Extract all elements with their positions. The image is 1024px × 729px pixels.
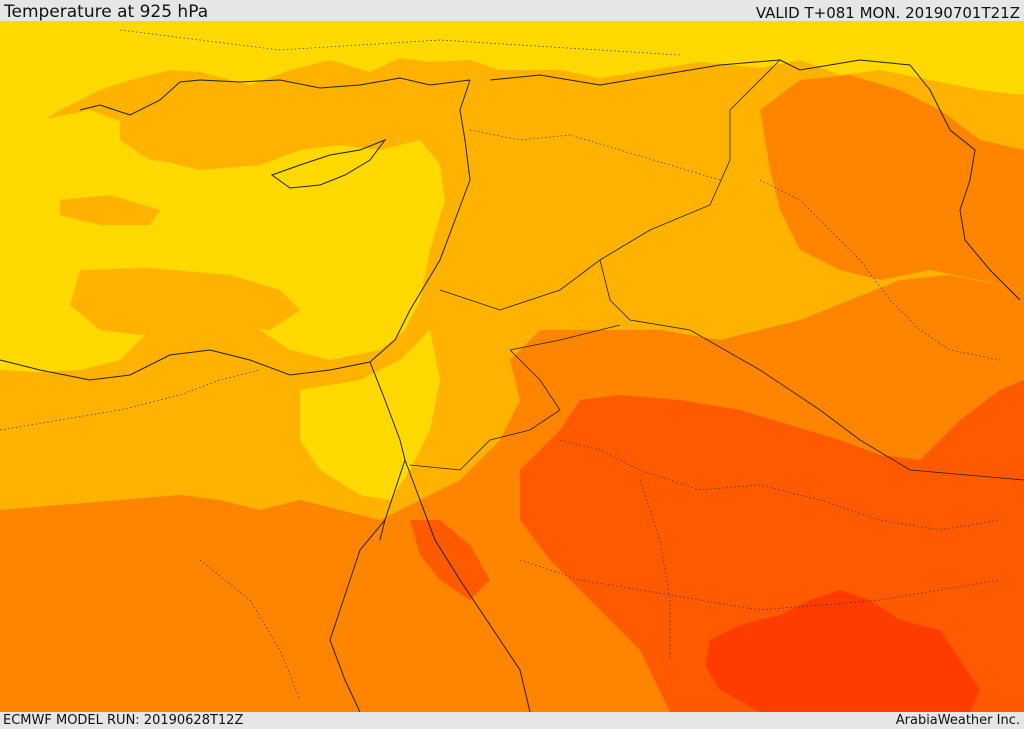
admin-borders (0, 29, 1001, 701)
band-yellow-north (0, 21, 1024, 140)
band-orange-east (760, 75, 1024, 290)
footer-bar: ECMWF MODEL RUN: 20190628T12Z ArabiaWeat… (0, 712, 1024, 729)
band-deep-orange-redsea (410, 520, 490, 600)
band-yellow-ne (900, 21, 1024, 75)
band-amber-med-2 (70, 268, 300, 335)
model-run: ECMWF MODEL RUN: 20190628T12Z (3, 713, 244, 728)
band-yellow-sinai (300, 330, 440, 500)
borders (409, 59, 1024, 481)
coastlines (0, 59, 1021, 712)
band-red-hot (705, 590, 980, 712)
band-amber-med-1 (60, 195, 160, 225)
valid-time: VALID T+081 MON. 20190701T21Z (755, 4, 1020, 22)
header-bar: Temperature at 925 hPa VALID T+081 MON. … (0, 0, 1024, 21)
temperature-map[interactable] (0, 21, 1024, 712)
credit: ArabiaWeather Inc. (895, 713, 1020, 728)
band-amber-med-3 (120, 80, 330, 165)
map-title: Temperature at 925 hPa (4, 2, 209, 22)
